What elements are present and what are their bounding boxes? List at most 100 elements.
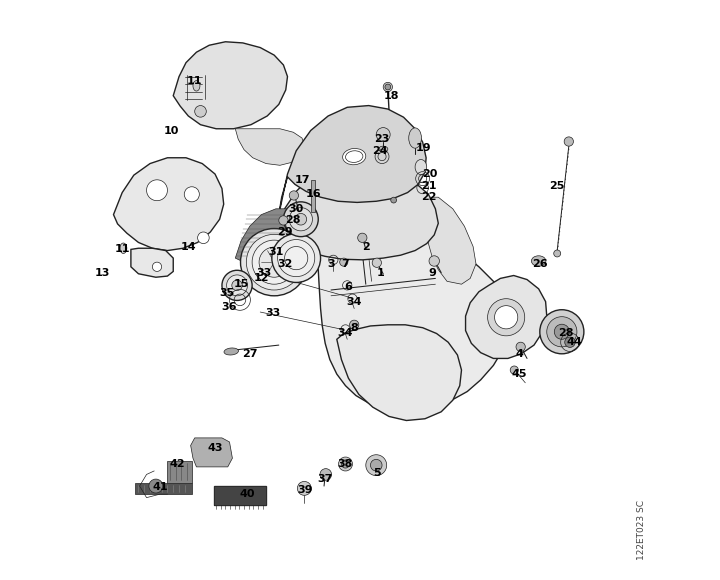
- Text: 39: 39: [297, 485, 312, 495]
- Text: 25: 25: [549, 180, 565, 191]
- Text: 8: 8: [351, 322, 358, 333]
- Circle shape: [284, 202, 318, 237]
- Polygon shape: [131, 248, 174, 277]
- Text: 3: 3: [327, 259, 335, 269]
- Text: 38: 38: [338, 459, 354, 469]
- Circle shape: [289, 191, 299, 200]
- Circle shape: [197, 232, 210, 244]
- Circle shape: [278, 240, 315, 277]
- Polygon shape: [427, 197, 476, 284]
- Text: 29: 29: [276, 227, 292, 237]
- Text: 43: 43: [207, 443, 222, 453]
- Polygon shape: [174, 42, 287, 129]
- Text: 28: 28: [286, 215, 301, 226]
- Polygon shape: [214, 486, 266, 505]
- Circle shape: [391, 197, 397, 203]
- Circle shape: [338, 457, 353, 471]
- Text: 45: 45: [512, 369, 527, 379]
- Circle shape: [240, 229, 307, 296]
- Circle shape: [487, 299, 525, 336]
- Text: 1: 1: [377, 267, 384, 278]
- Circle shape: [385, 84, 391, 90]
- Text: 31: 31: [269, 247, 284, 258]
- Circle shape: [516, 342, 526, 351]
- Text: 11: 11: [114, 244, 130, 255]
- Polygon shape: [279, 106, 426, 215]
- Text: 33: 33: [266, 308, 281, 318]
- Ellipse shape: [379, 146, 388, 152]
- Circle shape: [194, 106, 207, 117]
- Circle shape: [272, 234, 320, 282]
- Circle shape: [554, 324, 570, 339]
- Text: 44: 44: [567, 337, 582, 347]
- Text: 21: 21: [420, 180, 436, 191]
- Polygon shape: [168, 461, 192, 483]
- Text: 26: 26: [532, 259, 548, 269]
- Text: 10: 10: [164, 125, 179, 136]
- Circle shape: [554, 250, 561, 257]
- Ellipse shape: [531, 256, 546, 266]
- Circle shape: [383, 82, 392, 92]
- Circle shape: [510, 366, 518, 374]
- Ellipse shape: [224, 348, 238, 355]
- Polygon shape: [311, 180, 315, 212]
- Circle shape: [564, 337, 575, 347]
- Circle shape: [377, 128, 390, 142]
- Text: 40: 40: [239, 489, 255, 499]
- Circle shape: [495, 306, 518, 329]
- Text: 122ET023 SC: 122ET023 SC: [636, 500, 646, 560]
- Text: 32: 32: [277, 259, 292, 269]
- Text: 11: 11: [187, 76, 202, 86]
- Circle shape: [349, 320, 359, 329]
- Text: 27: 27: [242, 349, 258, 359]
- Circle shape: [295, 213, 307, 225]
- Circle shape: [279, 216, 288, 225]
- Circle shape: [222, 270, 252, 300]
- Circle shape: [341, 460, 350, 468]
- Circle shape: [320, 469, 332, 480]
- Ellipse shape: [120, 243, 127, 253]
- Circle shape: [252, 240, 296, 284]
- Text: 28: 28: [558, 328, 574, 339]
- Circle shape: [540, 310, 584, 354]
- Circle shape: [429, 256, 439, 266]
- Text: 24: 24: [372, 146, 388, 156]
- Circle shape: [546, 317, 577, 347]
- Circle shape: [366, 455, 387, 476]
- Text: 5: 5: [374, 467, 381, 478]
- Text: 7: 7: [341, 259, 349, 269]
- Circle shape: [340, 258, 348, 266]
- Text: 6: 6: [344, 282, 352, 292]
- Ellipse shape: [409, 128, 421, 148]
- Circle shape: [358, 233, 367, 242]
- Text: 42: 42: [169, 459, 185, 469]
- Text: 16: 16: [306, 189, 321, 200]
- Circle shape: [372, 258, 382, 267]
- Text: 14: 14: [181, 241, 197, 252]
- Text: 17: 17: [294, 175, 310, 185]
- Text: 20: 20: [422, 169, 437, 179]
- Polygon shape: [135, 483, 192, 494]
- Text: 13: 13: [94, 267, 109, 278]
- Text: 33: 33: [256, 267, 272, 278]
- Text: 37: 37: [318, 473, 333, 484]
- Circle shape: [184, 187, 199, 202]
- Text: 22: 22: [420, 192, 436, 202]
- Circle shape: [149, 479, 163, 493]
- Text: 35: 35: [219, 288, 234, 298]
- Circle shape: [147, 180, 168, 201]
- Circle shape: [232, 280, 242, 291]
- Text: 2: 2: [362, 241, 369, 252]
- Text: 34: 34: [346, 296, 362, 307]
- Text: 30: 30: [289, 204, 304, 214]
- Ellipse shape: [346, 151, 363, 162]
- Polygon shape: [114, 158, 224, 251]
- Circle shape: [259, 247, 289, 277]
- Text: 41: 41: [152, 482, 168, 492]
- Circle shape: [564, 137, 573, 146]
- Text: 15: 15: [233, 279, 249, 289]
- Circle shape: [284, 246, 308, 270]
- Polygon shape: [191, 438, 233, 467]
- Polygon shape: [235, 209, 293, 262]
- Text: 18: 18: [384, 90, 400, 101]
